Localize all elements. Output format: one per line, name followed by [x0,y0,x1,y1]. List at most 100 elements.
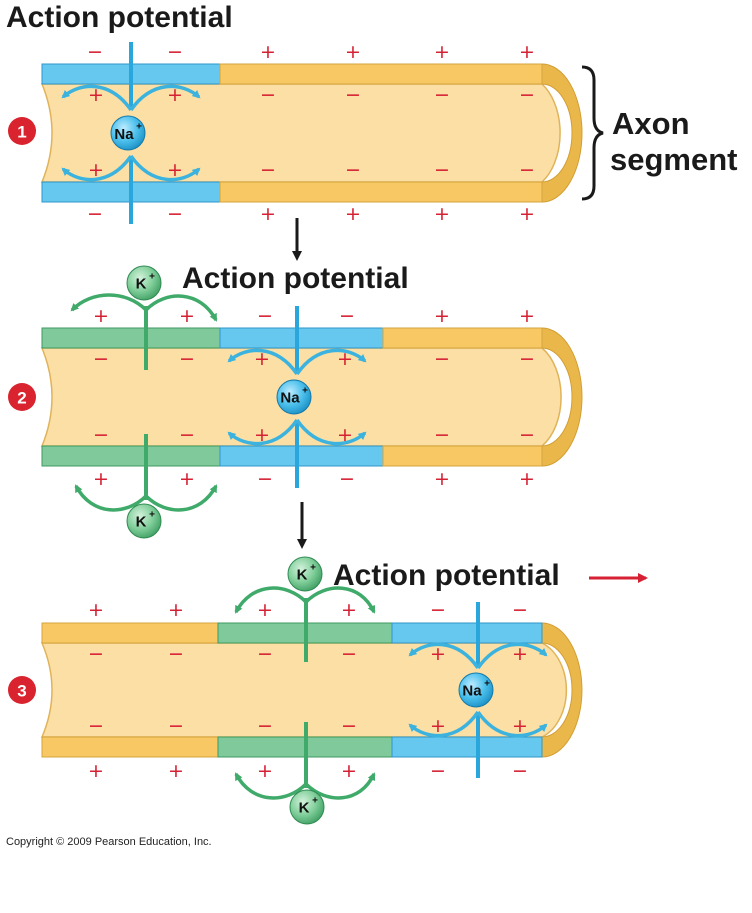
axon-label-line1: Axon [612,106,690,141]
charge-minus: − [87,41,103,63]
title-action-potential-1: Action potential [6,1,233,34]
na-influx-arrow [476,710,548,738]
svg-text:+: + [149,272,155,283]
charge-minus: − [519,84,535,106]
panel-1: Na + − − + + + + + + − − − − + + − − − −… [40,41,583,225]
charge-minus: − [345,159,361,181]
charge-minus: − [430,760,446,782]
membrane-depolarized-bottom-2 [219,445,384,467]
potassium-ion-2-top: K + [126,265,162,301]
charge-plus: + [519,305,535,327]
na-influx-arrow [61,84,133,112]
sodium-ion-2: Na + [276,379,312,415]
svg-text:K: K [136,514,147,531]
svg-text:K: K [299,800,310,817]
charge-minus: − [430,599,446,621]
charge-minus: − [179,424,195,446]
svg-text:K: K [297,567,308,584]
svg-text:Na: Na [114,126,134,143]
na-influx-arrow [227,348,299,376]
charge-plus: + [260,203,276,225]
sodium-ion-1: Na + [110,115,146,151]
axon-body-1 [40,83,561,183]
charge-minus: − [434,84,450,106]
charge-plus: + [512,715,528,737]
svg-text:K: K [136,276,147,293]
charge-plus: + [167,159,183,181]
membrane-repolarized-bottom-2 [41,445,221,467]
charge-minus: − [519,424,535,446]
svg-text:Na: Na [280,390,300,407]
charge-plus: + [88,599,104,621]
charge-minus: − [260,84,276,106]
na-influx-arrow [129,84,201,112]
charge-plus: + [93,305,109,327]
potassium-ion-3-bottom: K + [289,789,325,825]
potassium-ion-2-bottom: K + [126,503,162,539]
axon-segment-brace [581,65,604,201]
svg-text:2: 2 [17,389,26,408]
charge-minus: − [341,643,357,665]
charge-plus: + [168,760,184,782]
charge-minus: − [434,348,450,370]
panel-2: K + K + Na + + + − − + + − − + + − − [40,265,583,539]
charge-plus: + [88,159,104,181]
step-badge-3: 3 [8,676,36,704]
charge-minus: − [260,159,276,181]
charge-minus: − [167,41,183,63]
charge-plus: + [254,348,270,370]
svg-text:+: + [302,386,308,397]
charge-minus: − [339,468,355,490]
potassium-ion-3-top: K + [287,556,323,592]
membrane-resting-bottom-1 [219,181,543,203]
charge-minus: − [434,159,450,181]
k-efflux-arrow [144,484,218,512]
charge-plus: + [341,599,357,621]
charge-minus: − [88,643,104,665]
charge-plus: + [337,424,353,446]
charge-minus: − [341,715,357,737]
membrane-resting-top-2 [382,327,543,349]
charge-minus: − [512,760,528,782]
k-efflux-arrow [70,293,148,312]
svg-text:+: + [312,796,318,807]
charge-minus: − [179,348,195,370]
axon-endcap-2 [541,327,583,467]
svg-text:+: + [310,563,316,574]
k-efflux-arrow [304,772,376,800]
charge-plus: + [167,84,183,106]
charge-plus: + [168,599,184,621]
charge-plus: + [430,643,446,665]
charge-minus: − [257,715,273,737]
k-efflux-arrow [234,586,308,614]
title-action-potential-2: Action potential [182,262,409,295]
na-influx-arrow [61,154,133,182]
membrane-repolarized-top-2 [41,327,221,349]
axon-body-3 [40,642,568,738]
title-action-potential-3: Action potential [333,559,560,592]
panel-3: K + K + Na + + + + + − − − − − − + + [40,556,583,825]
svg-text:+: + [136,122,142,133]
charge-minus: − [168,643,184,665]
charge-minus: − [167,203,183,225]
step-badge-1: 1 [8,117,36,145]
na-influx-arrow [295,348,367,376]
svg-text:+: + [484,679,490,690]
charge-plus: + [254,424,270,446]
charge-minus: − [257,305,273,327]
k-efflux-arrow [144,294,218,322]
charge-plus: + [257,760,273,782]
charge-plus: + [519,468,535,490]
charge-plus: + [345,203,361,225]
copyright-text: Copyright © 2009 Pearson Education, Inc. [6,836,212,848]
membrane-resting-top-1 [219,63,543,85]
charge-minus: − [519,348,535,370]
axon-label-line2: segment [610,142,737,177]
charge-minus: − [339,305,355,327]
charge-plus: + [519,203,535,225]
na-influx-arrow [295,418,367,446]
na-influx-arrow [227,418,299,446]
charge-plus: + [179,468,195,490]
charge-plus: + [434,305,450,327]
